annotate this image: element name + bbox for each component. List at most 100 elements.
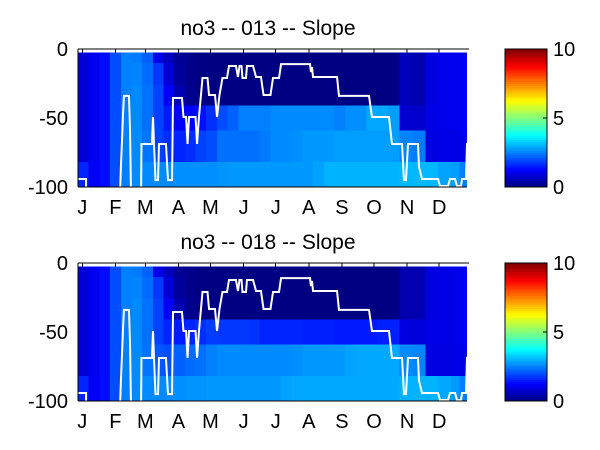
colorbar-segment [505,139,547,143]
x-tick-label: O [366,197,382,219]
colorbar-segment [505,146,547,149]
heatmap-cell [184,162,197,187]
heatmap-cell [206,130,218,163]
heatmap-cell [425,130,439,163]
heatmap-cell [174,84,186,107]
colorbar-segment [505,154,547,158]
heatmap-cell [174,344,186,377]
heatmap-cell [184,376,197,401]
heatmap-cell [313,62,325,86]
heatmap-cell [334,376,346,401]
y-tick-label: -100 [28,177,68,199]
colorbar-segment [505,321,547,324]
x-tick-label: M [202,411,219,433]
colorbar-segment [505,89,547,93]
heatmap-cell [313,105,325,131]
colorbar-tick-label: 5 [553,108,564,130]
colorbar-segment [505,51,547,54]
heatmap-cell [78,376,90,401]
heatmap-cell [270,344,282,377]
heatmap-cell [142,62,154,86]
heatmap-cell [412,62,426,86]
colorbar-segment [505,137,547,141]
heatmap-cell [412,344,426,377]
heatmap-cell [184,298,197,321]
heatmap-cell [270,266,282,278]
heatmap-cell [88,344,100,377]
heatmap-cell [110,376,122,401]
heatmap-cell [88,105,100,131]
heatmap-cell [216,376,229,401]
heatmap-cell [163,84,175,107]
colorbar-segment [505,92,547,95]
heatmap-cell [238,52,250,64]
heatmap-cell [377,52,389,64]
heatmap-cell [99,266,111,278]
heatmap-cell [334,276,346,300]
colorbar-segment [505,372,547,376]
heatmap-cell [152,52,164,64]
x-tick-label: A [302,411,316,433]
x-tick-label: J [271,197,281,219]
colorbar-segment [505,150,547,153]
colorbar-segment [505,169,547,173]
heatmap-cell [281,62,293,86]
heatmap-cell [313,84,325,107]
heatmap-cell [206,162,218,187]
heatmap-cell [450,298,461,321]
colorbar-segment [505,293,547,296]
heatmap-cell [142,52,154,64]
heatmap-cell [459,298,467,321]
heatmap-cell [313,298,325,321]
heatmap-cell [387,376,401,401]
heatmap-cell [110,130,122,163]
heatmap-cell [216,298,229,321]
heatmap-cell [412,105,426,131]
heatmap-cell [412,376,426,401]
heatmap-cell [216,344,229,377]
heatmap-cell [99,276,111,300]
heatmap-cell [259,266,271,278]
heatmap-cell [459,130,467,163]
heatmap-cell [238,319,250,345]
heatmap-cell [152,276,164,300]
heatmap-cell [302,344,314,377]
heatmap-cell [387,84,401,107]
colorbar-segment [505,100,547,104]
heatmap-cell [366,319,378,345]
heatmap-cell [345,162,357,187]
heatmap-cell [412,52,426,64]
heatmap-cell [259,276,271,300]
heatmap-cell [313,130,325,163]
heatmap-cell [131,105,143,131]
heatmap-cell [120,376,132,401]
heatmap-cell [78,276,90,300]
colorbar-segment [505,366,547,370]
colorbar-segment [505,282,547,286]
heatmap-cell [438,276,452,300]
colorbar-segment [505,385,547,389]
y-tick-label: -100 [28,391,68,413]
heatmap-cell [206,52,218,64]
colorbar-segment [505,280,547,283]
heatmap-cell [345,62,357,86]
heatmap-cell [99,298,111,321]
colorbar-segment [505,396,547,400]
heatmap-cell [99,319,111,345]
heatmap-cell [120,266,132,278]
heatmap-cell [152,62,164,86]
colorbar-segment [505,53,547,56]
heatmap-cell [227,319,239,345]
heatmap-cell [459,376,467,401]
heatmap-cell [377,276,389,300]
colorbar-segment [505,141,547,145]
heatmap-cell [302,84,314,107]
colorbar-segment [505,284,547,288]
x-tick-label: N [400,411,414,433]
colorbar-segment [505,161,547,164]
heatmap-cell [174,276,186,300]
heatmap-cell [99,105,111,131]
heatmap-cell [131,52,143,64]
colorbar-segment [505,273,547,277]
